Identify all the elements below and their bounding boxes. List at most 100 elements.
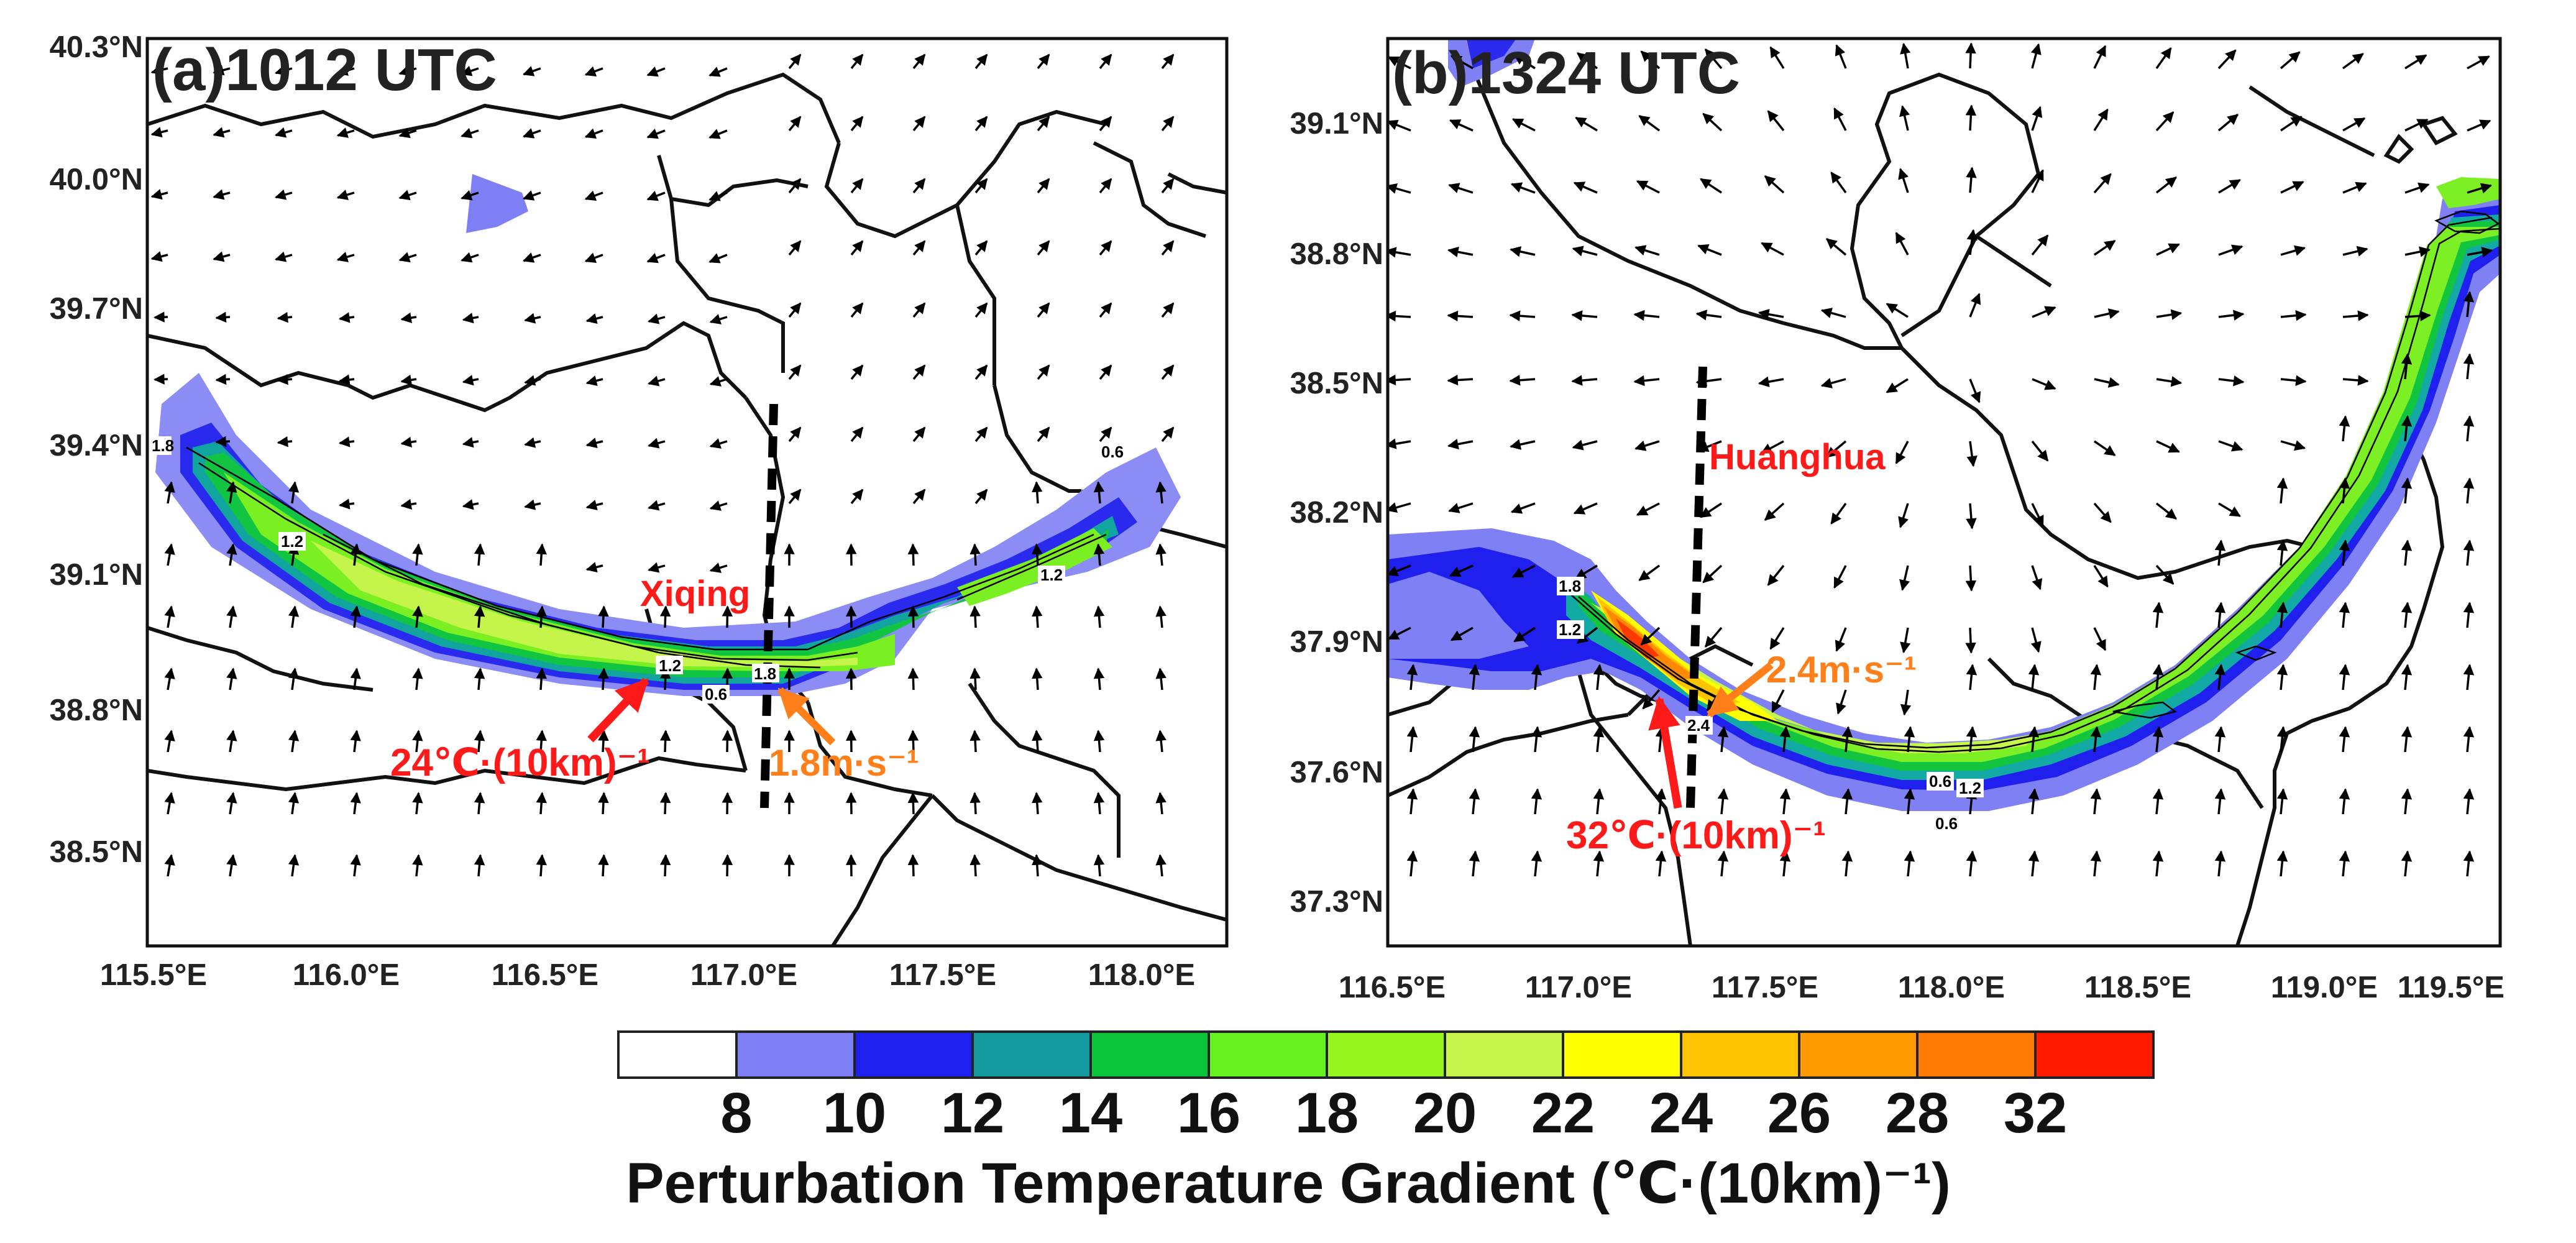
wind-arrow [2157, 313, 2181, 317]
wind-arrow [2405, 603, 2408, 628]
wind-arrow [1098, 607, 1100, 628]
wind-arrow [1100, 179, 1111, 193]
front-band-b [1388, 39, 2500, 811]
wind-arrow [603, 607, 604, 628]
wind-arrow [1513, 119, 1535, 131]
wind-arrow [416, 669, 419, 690]
wind-arrow [1887, 304, 1908, 317]
wind-arrow [913, 607, 914, 628]
colorbar-tick-label: 12 [941, 1081, 1004, 1145]
contour-label: 1.8 [754, 664, 776, 683]
wind-arrow [479, 669, 480, 690]
wind-arrow [974, 855, 976, 876]
wind-arrow [2157, 244, 2179, 255]
wind-arrow [789, 241, 800, 255]
wind-arrow [416, 544, 419, 566]
colorbar-swatch [736, 1032, 855, 1078]
wind-arrow [1511, 503, 1535, 512]
wind-arrow [230, 855, 233, 876]
wind-arrow [2032, 308, 2055, 317]
wind-arrow [2281, 479, 2283, 503]
wind-arrow [152, 193, 168, 196]
colorbar-tick-label: 28 [1886, 1081, 1949, 1145]
colorbar-tick-label: 22 [1531, 1081, 1595, 1145]
wind-arrow [214, 193, 230, 197]
colorbar-tick-label: 32 [2004, 1081, 2067, 1145]
wind-arrow [914, 55, 925, 68]
wind-arrow [1511, 249, 1535, 255]
wind-arrow [587, 317, 603, 321]
colorbar-tick-label: 24 [1649, 1081, 1713, 1145]
wind-arrow [1636, 441, 1659, 449]
wind-arrow [1638, 503, 1659, 515]
contour-label: 1.8 [1559, 577, 1581, 595]
wind-arrow [2094, 311, 2119, 317]
wind-label-a: 1.8m·s⁻¹ [769, 742, 919, 784]
wind-arrow [2094, 241, 2115, 255]
wind-arrow [789, 303, 800, 317]
wind-arrow [2281, 52, 2299, 68]
wind-arrow [2157, 441, 2179, 452]
wind-arrow [1835, 566, 1846, 588]
panel-a: 1.2 1.2 1.8 0.6 1.2 0.6 1.8 Xiqing 24℃·(… [50, 30, 1227, 992]
wind-arrow [2467, 121, 2490, 131]
wind-arrow [851, 428, 863, 441]
wind-arrow [462, 255, 479, 260]
wind-arrow [2094, 665, 2097, 690]
wind-arrow [541, 544, 542, 566]
wind-arrow [354, 731, 357, 752]
wind-arrow [1902, 566, 1908, 590]
wind-arrow [710, 68, 727, 75]
wind-arrow [1639, 116, 1659, 131]
wind-arrow [2094, 566, 2107, 587]
wind-arrow [1900, 503, 1908, 527]
wind-arrow [976, 241, 987, 255]
x-tick-label: 119.0°E [2271, 971, 2378, 1004]
wind-arrow [1904, 44, 1908, 68]
wind-arrow [525, 317, 541, 321]
wind-arrow [1038, 241, 1049, 255]
colorbar-tick-label: 10 [823, 1081, 886, 1145]
wind-arrow [1970, 665, 1973, 690]
wind-arrow [2094, 789, 2097, 814]
x-tick-label: 115.5°E [100, 958, 207, 992]
wind-arrow [1162, 303, 1173, 317]
wind-arrow [976, 303, 987, 317]
wind-arrow [292, 731, 295, 752]
colorbar-swatch [1091, 1032, 1209, 1078]
wind-arrow [464, 317, 479, 320]
wind-arrow [2032, 441, 2048, 461]
wind-arrow [401, 317, 416, 319]
wind-arrow [1037, 607, 1038, 628]
wind-arrow [1038, 428, 1049, 441]
wind-arrow [1037, 544, 1038, 566]
wind-arrow [649, 317, 665, 321]
wind-arrow [727, 855, 728, 876]
wind-arrow [2094, 46, 2106, 68]
colorbar-title: Perturbation Temperature Gradient (℃·(10… [626, 1152, 1950, 1215]
wind-arrow [152, 131, 168, 134]
wind-arrow [152, 255, 168, 259]
x-tick-label: 119.5°E [2398, 971, 2505, 1004]
wind-arrow [2467, 354, 2470, 379]
wind-arrow [2405, 541, 2408, 566]
colorbar-swatch [1445, 1032, 1563, 1078]
wind-arrow [2281, 182, 2303, 193]
wind-arrow [2467, 789, 2470, 814]
wind-arrow [464, 379, 479, 382]
wind-arrow [214, 131, 230, 135]
x-tick-label: 117.0°E [690, 958, 797, 992]
colorbar-swatch [1917, 1032, 2035, 1078]
wind-arrow [1573, 249, 1597, 255]
wind-arrow [649, 441, 665, 446]
wind-arrow [216, 317, 230, 318]
wind-arrow [2219, 180, 2240, 193]
wind-arrow [1448, 315, 1473, 317]
colorbar-swatch [1209, 1032, 1327, 1078]
wind-arrow [1098, 669, 1100, 690]
x-tick-label: 116.5°E [492, 958, 598, 992]
wind-arrow [1701, 179, 1721, 193]
colorbar-tick-label: 16 [1177, 1081, 1240, 1145]
wind-arrow [2343, 118, 2365, 131]
wind-arrow [976, 117, 987, 131]
